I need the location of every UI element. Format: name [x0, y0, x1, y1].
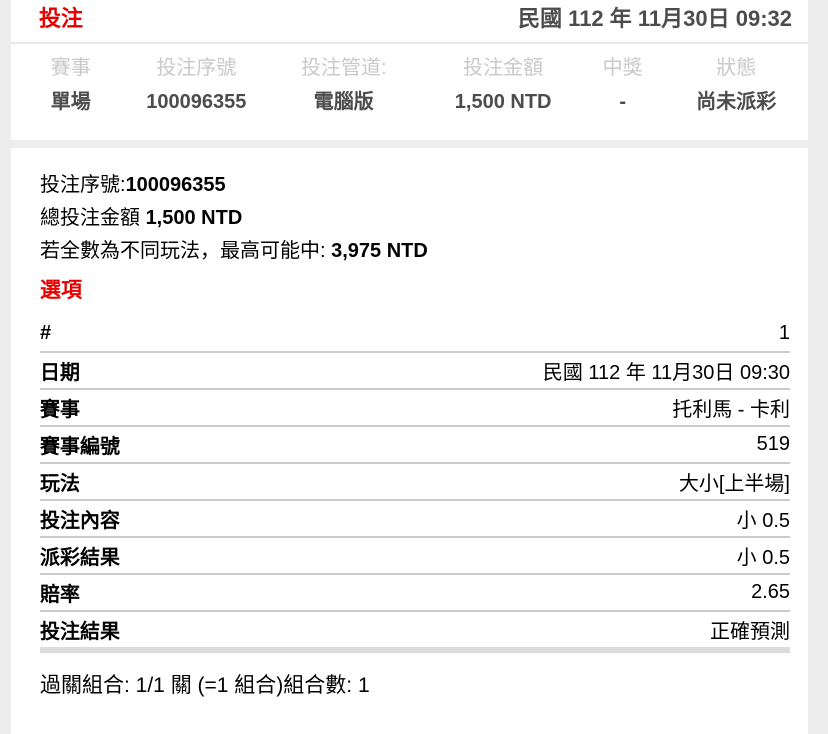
row-label: # [40, 322, 52, 344]
summary-value: 單場 [50, 91, 91, 113]
table-row-payout-result: 派彩結果 小 0.5 [40, 538, 790, 575]
total-amount-line: 總投注金額 1,500 NTD [40, 202, 790, 235]
summary-col-serial: 投注序號 100096355 [131, 54, 263, 116]
summary-record-row: 賽事 單場 投注序號 100096355 投注管道: 電腦版 投注金額 1,50… [11, 44, 808, 116]
row-label: 賽事 [40, 399, 80, 421]
summary-header: 中獎 [602, 57, 643, 79]
summary-value: 1,500 NTD [454, 91, 552, 113]
parlay-combo-summary: 過關組合: 1/1 關 (=1 組合)組合數: 1 [40, 674, 370, 697]
row-value: 小 0.5 [736, 510, 790, 532]
summary-col-prize: 中獎 - [581, 54, 665, 116]
section-divider [11, 140, 808, 148]
summary-col-status: 狀態 尚未派彩 [665, 54, 808, 116]
bet-serial-label: 投注序號: [40, 174, 126, 196]
summary-header: 投注序號 [156, 57, 237, 79]
row-label: 投注結果 [40, 621, 120, 643]
max-win-line: 若全數為不同玩法，最高可能中: 3,975 NTD [40, 235, 790, 268]
row-value: 519 [756, 433, 790, 455]
bet-serial-value: 100096355 [125, 174, 226, 196]
summary-value: 電腦版 [313, 91, 374, 113]
row-label: 玩法 [40, 473, 80, 495]
summary-col-event: 賽事 單場 [11, 54, 131, 116]
table-row-index: # 1 [40, 316, 790, 353]
summary-header: 賽事 [50, 57, 91, 79]
page-header: 投注 民國 112 年 11月30日 09:32 [11, 0, 808, 44]
table-row-bet-content: 投注內容 小 0.5 [40, 501, 790, 538]
selection-table: # 1 日期 民國 112 年 11月30日 09:30 賽事 托利馬 - 卡利… [40, 316, 790, 653]
page-title: 投注 [39, 6, 84, 31]
row-value: 2.65 [751, 581, 790, 603]
total-amount-value: 1,500 NTD [145, 207, 243, 229]
row-value: 正確預測 [710, 621, 790, 643]
max-win-label: 若全數為不同玩法，最高可能中: [40, 240, 332, 262]
header-timestamp: 民國 112 年 11月30日 09:32 [518, 6, 792, 31]
row-label: 賠率 [40, 584, 80, 606]
table-row-odds: 賠率 2.65 [40, 575, 790, 612]
row-label: 投注內容 [40, 510, 120, 532]
summary-col-amount: 投注金額 1,500 NTD [425, 54, 580, 116]
row-value: 1 [778, 322, 790, 344]
row-value: 托利馬 - 卡利 [672, 399, 790, 421]
table-row-bet-result: 投注結果 正確預測 [40, 612, 790, 653]
row-label: 派彩結果 [40, 547, 120, 569]
table-row-play-type: 玩法 大小[上半場] [40, 464, 790, 501]
row-label: 賽事編號 [40, 436, 120, 458]
summary-header: 投注金額 [463, 57, 544, 79]
summary-value: - [619, 91, 626, 113]
total-amount-label: 總投注金額 [40, 207, 146, 229]
summary-col-channel: 投注管道: 電腦版 [262, 54, 425, 116]
table-row-event-number: 賽事編號 519 [40, 427, 790, 464]
row-value: 大小[上半場] [678, 473, 790, 495]
options-section-title: 選項 [40, 279, 82, 302]
row-value: 民國 112 年 11月30日 09:30 [542, 362, 790, 384]
bet-serial-line: 投注序號:100096355 [40, 169, 790, 202]
summary-value: 100096355 [146, 91, 247, 113]
row-value: 小 0.5 [736, 547, 790, 569]
bet-detail-card: 投注序號:100096355 總投注金額 1,500 NTD 若全數為不同玩法，… [11, 148, 808, 734]
table-row-event: 賽事 托利馬 - 卡利 [40, 390, 790, 427]
table-row-date: 日期 民國 112 年 11月30日 09:30 [40, 353, 790, 390]
status-badge: 尚未派彩 [696, 91, 777, 113]
summary-header: 狀態 [716, 57, 757, 79]
bet-summary-section: 投注 民國 112 年 11月30日 09:32 賽事 單場 投注序號 1000… [11, 0, 808, 140]
summary-header: 投注管道: [300, 57, 387, 79]
row-label: 日期 [40, 362, 80, 384]
max-win-value: 3,975 NTD [331, 240, 428, 262]
